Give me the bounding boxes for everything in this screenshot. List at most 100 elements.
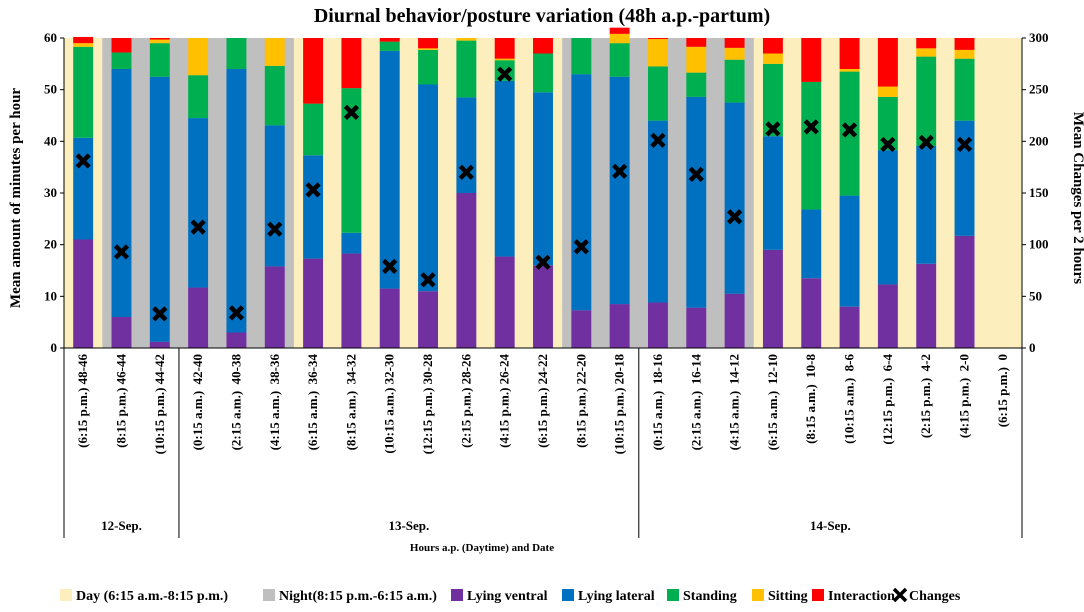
changes-marker xyxy=(382,258,398,274)
date-label: 12-Sep. xyxy=(101,518,142,533)
bar-standing xyxy=(762,63,783,137)
bar-interaction xyxy=(418,38,439,49)
x-tick-label: (8:15 p.m.) 22-20 xyxy=(573,354,588,448)
changes-marker xyxy=(880,136,896,153)
changes-marker-stroke xyxy=(727,209,743,225)
legend-item: Standing xyxy=(667,589,737,604)
changes-marker-stroke xyxy=(612,163,628,179)
changes-marker-stroke xyxy=(113,244,130,260)
y2-tick-label: 0 xyxy=(1029,340,1036,355)
bar-standing xyxy=(839,71,860,196)
changes-marker-stroke xyxy=(305,182,321,198)
bar-lying-ventral xyxy=(149,341,170,348)
bar-standing xyxy=(801,81,822,210)
y-tick-label: 40 xyxy=(44,133,57,148)
bar-standing xyxy=(264,65,285,126)
changes-marker-stroke xyxy=(75,153,91,169)
changes-marker xyxy=(75,153,91,169)
changes-marker xyxy=(727,209,743,225)
changes-marker xyxy=(573,239,589,255)
changes-marker xyxy=(765,121,781,137)
y-axis-title: Mean amount of minutes per hour xyxy=(8,88,24,308)
changes-marker-stroke xyxy=(803,119,819,135)
y-tick-label: 0 xyxy=(51,340,58,355)
bar-sitting xyxy=(877,86,898,97)
legend-label: Lying ventral xyxy=(467,589,548,604)
bar-lying-ventral xyxy=(264,266,285,348)
y2-tick-label: 50 xyxy=(1029,288,1042,303)
x-tick-label: (2:15 p.m.) 4-2 xyxy=(918,354,933,438)
legend-item: Changes xyxy=(892,587,961,604)
changes-marker-stroke xyxy=(228,305,245,321)
bar-sitting xyxy=(494,58,515,61)
bar-interaction xyxy=(954,38,975,50)
bar-lying-lateral xyxy=(188,118,209,288)
x-tick-label: (6:15 p.m.) 24-22 xyxy=(535,354,550,448)
x-tick-label: (2:15 a.m.) 40-38 xyxy=(228,354,243,451)
x-tick-label: (2:15 p.m.) 28-26 xyxy=(458,354,473,448)
bar-interaction xyxy=(686,38,707,47)
x-tick-label: (4:15 p.m.) 26-24 xyxy=(497,354,512,448)
bar-lying-ventral xyxy=(73,239,94,348)
bar-lying-lateral xyxy=(609,76,630,305)
bar-lying-lateral xyxy=(494,80,515,257)
x-tick-label: (0:15 a.m.) 42-40 xyxy=(190,354,205,450)
bar-lying-ventral xyxy=(379,288,400,348)
legend-item: Lying lateral xyxy=(562,589,655,604)
bar-interaction xyxy=(839,38,860,69)
bar-lying-lateral xyxy=(762,136,783,250)
bar-lying-lateral xyxy=(149,76,170,342)
legend-label: Sitting xyxy=(768,589,808,604)
legend-label: Night(8:15 p.m.-6:15 a.m.) xyxy=(279,589,437,604)
changes-marker xyxy=(420,272,436,288)
chart-title: Diurnal behavior/posture variation (48h … xyxy=(314,5,770,27)
y2-tick-label: 100 xyxy=(1029,237,1049,252)
x-tick-label: (4:15 a.m.) 38-36 xyxy=(267,354,282,451)
bar-sitting xyxy=(188,38,209,76)
bar-lying-ventral xyxy=(609,304,630,348)
y2-tick-label: 150 xyxy=(1029,185,1049,200)
changes-marker xyxy=(803,119,819,135)
bar-standing xyxy=(494,60,515,81)
bar-standing xyxy=(954,58,975,121)
legend-item: Day (6:15 a.m.-8:15 p.m.) xyxy=(60,589,228,604)
changes-marker-stroke xyxy=(841,122,858,138)
legend-item: Night(8:15 p.m.-6:15 a.m.) xyxy=(263,589,437,604)
x-tick-labels: (6:15 p.m.) 48-46 (8:15 p.m.) 46-44 (10:15… xyxy=(75,354,1010,455)
bar-standing xyxy=(418,49,439,85)
bar-sitting xyxy=(954,49,975,59)
changes-marker-stroke xyxy=(573,239,589,255)
bar-sitting xyxy=(647,39,668,67)
bar-lying-lateral xyxy=(647,120,668,303)
y2-tick-label: 200 xyxy=(1029,133,1049,148)
bar-lying-ventral xyxy=(571,310,592,348)
legend-swatch xyxy=(451,589,463,601)
changes-marker-stroke xyxy=(535,254,551,270)
date-groups: 12-Sep. 13-Sep. 14-Sep. xyxy=(63,348,1023,538)
changes-marker-stroke xyxy=(918,134,934,150)
legend-swatch xyxy=(667,589,679,601)
bar-interaction xyxy=(149,38,170,40)
legend-swatch xyxy=(263,589,275,601)
bar-sitting xyxy=(264,38,285,66)
y-tick-label: 20 xyxy=(44,237,57,252)
x-tick-label: (2:15 a.m.) 16-14 xyxy=(688,354,703,451)
bar-lying-ventral xyxy=(762,249,783,348)
x-tick-label: (0:15 a.m.) 18-16 xyxy=(650,354,665,451)
bar-lying-lateral xyxy=(73,137,94,240)
changes-marker-stroke xyxy=(420,272,436,288)
y-tick-label: 10 xyxy=(44,288,57,303)
bar-sitting xyxy=(916,48,937,57)
bar-standing xyxy=(303,103,324,156)
x-axis-title: Hours a.p. (Daytime) and Date xyxy=(410,542,554,554)
bar-interaction xyxy=(341,38,362,89)
bar-lying-ventral xyxy=(303,258,324,348)
bar-lying-ventral xyxy=(724,293,745,348)
axes: 0 10 20 30 40 50 60 0 50 100 150 200 250 300 xyxy=(44,30,1049,355)
x-tick-label: (10:15 p.m.) 44-42 xyxy=(152,354,167,454)
bar-sitting xyxy=(609,33,630,44)
bar-lying-ventral xyxy=(188,287,209,348)
changes-marker xyxy=(612,163,628,179)
legend-swatch xyxy=(562,589,574,601)
